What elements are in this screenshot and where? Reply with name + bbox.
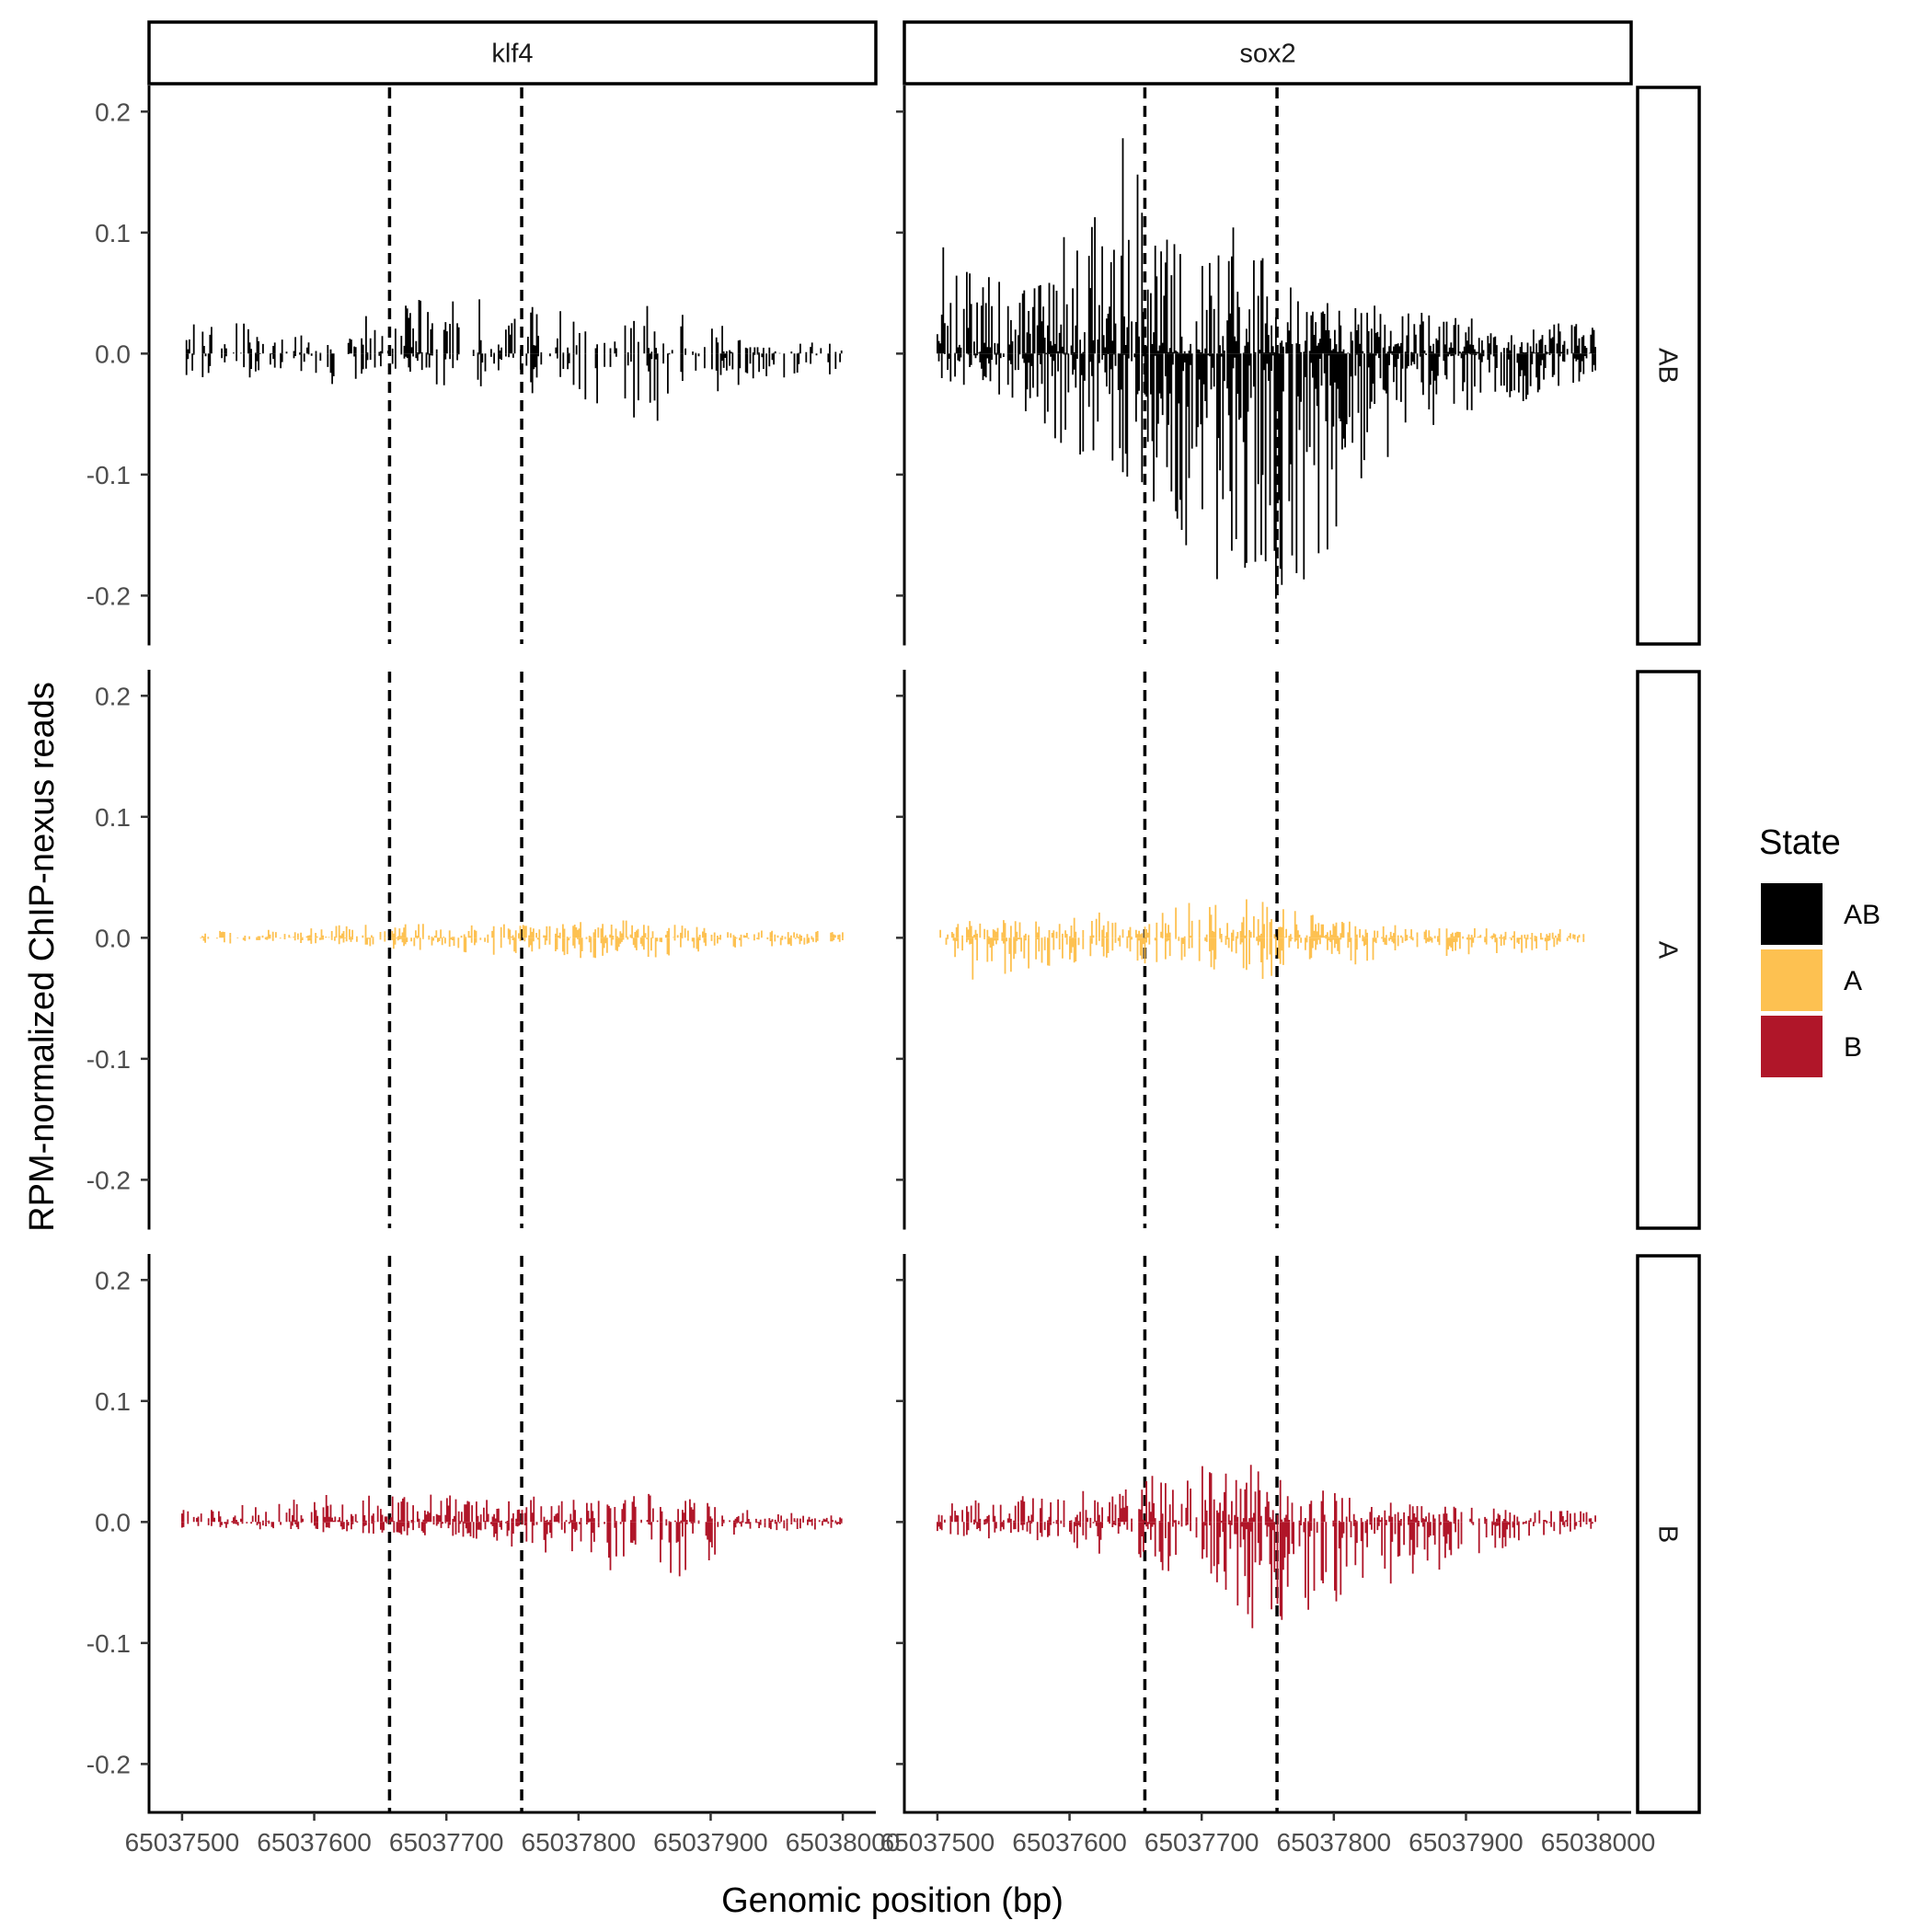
- strip-box: [1636, 86, 1701, 646]
- strip-box: [1636, 1254, 1701, 1814]
- x-tick-label: 65037700: [389, 1828, 504, 1857]
- x-tick-label: 65037900: [1409, 1828, 1524, 1857]
- legend-swatch-B: [1761, 1016, 1823, 1077]
- signal-track-negative-klf4-A: [200, 937, 844, 959]
- strip-box: [903, 20, 1633, 86]
- row-strip-A: A: [1636, 670, 1701, 1230]
- y-tick-label: 0.0: [95, 924, 131, 952]
- y-tick-label: -0.2: [86, 581, 131, 610]
- x-tick-label: 65037800: [1277, 1828, 1392, 1857]
- row-strip-label: A: [1653, 941, 1683, 960]
- signal-track-positive-sox2-B: [937, 1465, 1596, 1523]
- x-tick-label: 65037600: [1012, 1828, 1127, 1857]
- y-tick-label: 0.2: [95, 1266, 131, 1294]
- legend-swatch-AB: [1761, 883, 1823, 945]
- column-strip-label: sox2: [1239, 40, 1295, 69]
- legend-label-B: B: [1844, 1032, 1862, 1063]
- y-tick-label: 0.1: [95, 1387, 131, 1416]
- panel-klf4-B: [147, 1254, 876, 1814]
- y-tick-label: 0.1: [95, 803, 131, 832]
- row-strip-AB: AB: [1636, 86, 1701, 646]
- signal-track-negative-sox2-B: [937, 1522, 1593, 1628]
- y-tick-label: -0.1: [86, 1045, 131, 1074]
- panel-sox2-A: [903, 670, 1585, 1230]
- legend-label-AB: AB: [1844, 900, 1880, 930]
- x-axis-title: Genomic position (bp): [721, 1881, 1064, 1920]
- panel-klf4-AB: [147, 86, 843, 646]
- y-tick-label: 0.0: [95, 1508, 131, 1536]
- y-tick-label: 0.0: [95, 339, 131, 368]
- x-tick-label: 65037500: [880, 1828, 995, 1857]
- column-strip-klf4: klf4: [147, 20, 878, 86]
- x-tick-label: 65037900: [653, 1828, 768, 1857]
- x-tick-label: 65037600: [257, 1828, 372, 1857]
- x-tick-label: 65037500: [125, 1828, 240, 1857]
- x-tick-label: 65037700: [1144, 1828, 1259, 1857]
- signal-track-positive-klf4-A: [201, 920, 844, 938]
- panel-sox2-B: [903, 1254, 1631, 1814]
- signal-track-negative-sox2-AB: [937, 353, 1596, 599]
- strip-box: [1636, 670, 1701, 1230]
- y-tick-label: 0.1: [95, 219, 131, 247]
- signal-track-positive-sox2-A: [939, 899, 1585, 938]
- legend-label-A: A: [1844, 966, 1862, 996]
- y-tick-label: -0.2: [86, 1750, 131, 1778]
- column-strip-label: klf4: [491, 40, 533, 69]
- legend-swatch-A: [1761, 949, 1823, 1011]
- panels-layer: [147, 86, 1631, 1814]
- panel-sox2-AB: [903, 86, 1596, 646]
- signal-track-negative-klf4-AB: [185, 353, 841, 421]
- column-strip-sox2: sox2: [903, 20, 1633, 86]
- signal-track-negative-sox2-A: [945, 937, 1585, 980]
- row-strip-label: B: [1653, 1525, 1683, 1543]
- axes-layer: 0.2 0.1 0.0 -0.1 -0.2 0.2 0.1 0.0 -0.1 -0.2 0.2 0.1…: [86, 98, 1656, 1857]
- x-tick-label: 65037800: [522, 1828, 637, 1857]
- panel-klf4-A: [147, 670, 844, 1230]
- y-axis-title: RPM-normalized ChIP-nexus reads: [23, 682, 62, 1232]
- signal-track-positive-sox2-AB: [937, 138, 1596, 354]
- x-tick-label: 65038000: [786, 1828, 901, 1857]
- signal-track-positive-klf4-AB: [185, 299, 843, 354]
- x-tick-label: 65038000: [1541, 1828, 1656, 1857]
- y-tick-label: -0.1: [86, 461, 131, 489]
- strip-box: [147, 20, 878, 86]
- row-strip-label: AB: [1653, 348, 1683, 384]
- legend-title: State: [1759, 823, 1841, 862]
- y-tick-label: -0.1: [86, 1629, 131, 1658]
- signal-track-positive-klf4-B: [181, 1493, 843, 1523]
- signal-track-negative-klf4-B: [181, 1522, 843, 1577]
- row-strip-B: B: [1636, 1254, 1701, 1814]
- y-tick-label: -0.2: [86, 1166, 131, 1194]
- y-tick-label: 0.2: [95, 98, 131, 126]
- y-tick-label: 0.2: [95, 682, 131, 710]
